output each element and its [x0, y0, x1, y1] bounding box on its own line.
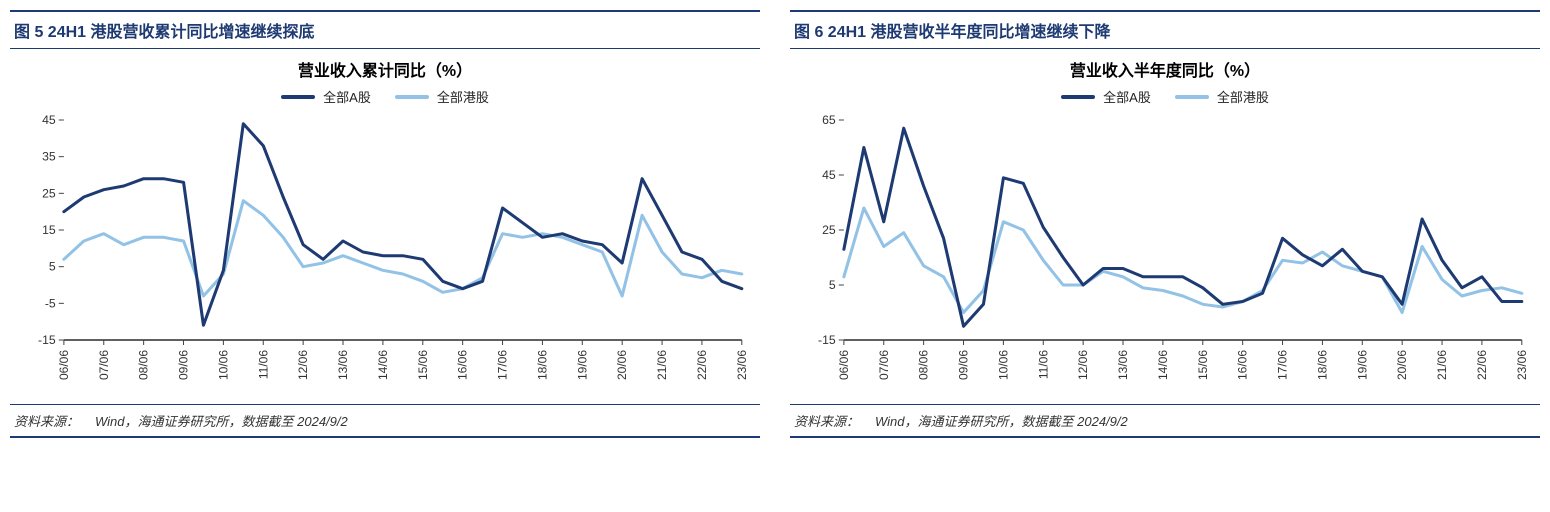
- svg-text:22/06: 22/06: [695, 350, 709, 380]
- svg-text:10/06: 10/06: [216, 350, 230, 380]
- svg-text:12/06: 12/06: [296, 350, 310, 380]
- legend-label: 全部港股: [1217, 87, 1269, 106]
- svg-text:35: 35: [42, 150, 56, 164]
- panels-container: 图 5 24H1 港股营收累计同比增速继续探底营业收入累计同比（%）全部A股全部…: [10, 10, 1540, 438]
- svg-text:07/06: 07/06: [97, 350, 111, 380]
- source-text: Wind，海通证券研究所，数据截至 2024/9/2: [95, 414, 348, 429]
- legend-label: 全部A股: [1103, 87, 1151, 106]
- svg-text:20/06: 20/06: [1395, 350, 1409, 380]
- svg-text:16/06: 16/06: [1236, 350, 1250, 380]
- svg-text:23/06: 23/06: [1515, 350, 1529, 380]
- legend: 全部A股 全部港股: [790, 87, 1540, 106]
- svg-text:45: 45: [42, 113, 56, 127]
- legend-label: 全部港股: [437, 87, 489, 106]
- svg-text:5: 5: [49, 260, 56, 274]
- svg-text:18/06: 18/06: [535, 350, 549, 380]
- chart: -15 -5 5 15 25 35 45 06/06 07/06 08/06 09/06 10/06 1…: [18, 110, 752, 400]
- svg-text:12/06: 12/06: [1076, 350, 1090, 380]
- svg-text:19/06: 19/06: [1355, 350, 1369, 380]
- svg-text:5: 5: [829, 278, 836, 292]
- legend-item: 全部A股: [281, 87, 371, 106]
- source-text: Wind，海通证券研究所，数据截至 2024/9/2: [875, 414, 1128, 429]
- svg-text:16/06: 16/06: [456, 350, 470, 380]
- panel-2: 图 6 24H1 港股营收半年度同比增速继续下降营业收入半年度同比（%） 全部A股…: [790, 10, 1540, 438]
- legend-swatch: [281, 95, 315, 99]
- svg-text:-5: -5: [45, 296, 56, 310]
- panel-1: 图 5 24H1 港股营收累计同比增速继续探底营业收入累计同比（%）全部A股全部…: [10, 10, 760, 438]
- legend-label: 全部A股: [323, 87, 371, 106]
- source-bar: 资料来源： Wind，海通证券研究所，数据截至 2024/9/2: [10, 404, 760, 438]
- svg-text:-15: -15: [38, 333, 56, 347]
- svg-text:22/06: 22/06: [1475, 350, 1489, 380]
- svg-text:23/06: 23/06: [735, 350, 749, 380]
- legend: 全部A股 全部港股: [10, 87, 760, 106]
- svg-text:09/06: 09/06: [176, 350, 190, 380]
- legend-item: 全部港股: [395, 87, 489, 106]
- figure-label: 图 5 24H1 港股营收累计同比增速继续探底: [10, 10, 760, 49]
- svg-text:15/06: 15/06: [416, 350, 430, 380]
- svg-text:-15: -15: [818, 333, 836, 347]
- svg-text:15: 15: [42, 223, 56, 237]
- legend-item: 全部A股: [1061, 87, 1151, 106]
- svg-text:25: 25: [42, 186, 56, 200]
- svg-text:17/06: 17/06: [1276, 350, 1290, 380]
- svg-text:25: 25: [822, 223, 836, 237]
- svg-text:14/06: 14/06: [376, 350, 390, 380]
- svg-text:06/06: 06/06: [57, 350, 71, 380]
- svg-text:19/06: 19/06: [575, 350, 589, 380]
- svg-text:21/06: 21/06: [655, 350, 669, 380]
- svg-text:14/06: 14/06: [1156, 350, 1170, 380]
- legend-swatch: [395, 95, 429, 99]
- figure-label: 图 6 24H1 港股营收半年度同比增速继续下降: [790, 10, 1540, 49]
- chart-title: 营业收入半年度同比（%）: [790, 57, 1540, 81]
- svg-text:07/06: 07/06: [877, 350, 891, 380]
- source-bar: 资料来源： Wind，海通证券研究所，数据截至 2024/9/2: [790, 404, 1540, 438]
- source-label: 资料来源：: [14, 414, 79, 429]
- svg-text:65: 65: [822, 113, 836, 127]
- svg-text:06/06: 06/06: [837, 350, 851, 380]
- svg-text:17/06: 17/06: [496, 350, 510, 380]
- svg-text:45: 45: [822, 168, 836, 182]
- svg-text:13/06: 13/06: [336, 350, 350, 380]
- svg-text:11/06: 11/06: [256, 350, 270, 379]
- svg-text:11/06: 11/06: [1036, 350, 1050, 379]
- svg-text:21/06: 21/06: [1435, 350, 1449, 380]
- legend-swatch: [1175, 95, 1209, 99]
- svg-text:08/06: 08/06: [137, 350, 151, 380]
- svg-text:08/06: 08/06: [917, 350, 931, 380]
- svg-text:15/06: 15/06: [1196, 350, 1210, 380]
- chart: -15 5 25 45 65 06/06 07/06 08/06 09/06 10/06 11/06…: [798, 110, 1532, 400]
- svg-text:13/06: 13/06: [1116, 350, 1130, 380]
- legend-item: 全部港股: [1175, 87, 1269, 106]
- source-label: 资料来源：: [794, 414, 859, 429]
- svg-text:18/06: 18/06: [1315, 350, 1329, 380]
- svg-text:10/06: 10/06: [996, 350, 1010, 380]
- svg-text:20/06: 20/06: [615, 350, 629, 380]
- chart-title: 营业收入累计同比（%）: [10, 57, 760, 81]
- svg-text:09/06: 09/06: [956, 350, 970, 380]
- legend-swatch: [1061, 95, 1095, 99]
